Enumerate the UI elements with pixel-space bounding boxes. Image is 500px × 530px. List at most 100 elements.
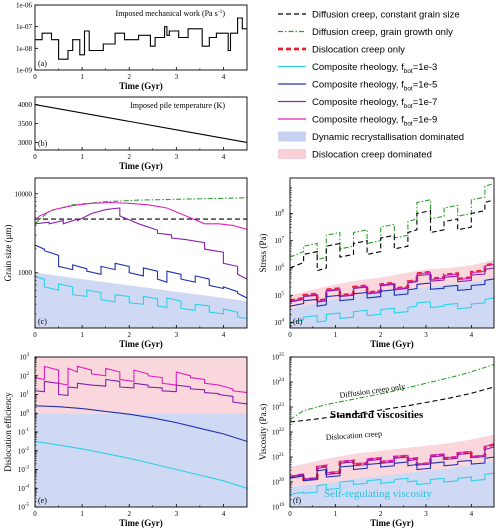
legend-label-5: Composite rheology, fbot=1e-7 [312,97,437,110]
y-axis-label-d: Stress (Pa) [258,234,268,273]
y-tick-label-b-2: 4000 [18,101,33,109]
y-axis-label-e: Dislocation efficiency [3,392,13,472]
y-axis-label-c: Grain size (μm) [3,225,13,282]
series-line-a-0 [35,17,247,60]
y-tick-label-a-1: 1e-08 [16,45,32,53]
x-tick-label-b-0: 0 [33,153,37,161]
panel-label-a: (a) [38,59,47,68]
y-tick-label-e-5: 100 [20,409,30,418]
y-tick-label-f-0: 1019 [272,503,285,512]
y-tick-label-e-4: 10-1 [18,428,30,437]
x-tick-label-e-2: 2 [127,510,131,518]
y-tick-label-f-4: 1023 [272,403,285,412]
series-line-c-3 [35,207,247,280]
y-tick-label-c-1: 10000 [15,190,33,198]
y-tick-label-e-7: 102 [20,372,30,381]
x-axis-label-f: Time (Gyr) [370,518,414,528]
series-line-c-4 [35,244,247,299]
y-tick-label-f-2: 1021 [272,453,285,462]
panel-d: 0 1 2 3 4 Time (Gyr) 104 105 106 107 108 Stress (Pa… [258,177,495,349]
annotation-standard-viscosities: Standard viscosities [330,409,424,421]
legend-entry-6: Composite rheology, fbot=1e-9 [278,115,437,128]
y-tick-label-d-0: 104 [275,319,285,328]
y-tick-label-c-0: 1000 [18,269,33,277]
legend-entry-5: Composite rheology, fbot=1e-7 [278,97,437,110]
panel-label-e: (e) [38,496,47,505]
legend: Diffusion creep, constant grain size Diff… [278,10,464,161]
y-tick-label-e-0: 10-5 [18,503,30,512]
y-tick-label-f-1: 1020 [272,478,285,487]
x-tick-label-e-1: 1 [80,510,84,518]
x-tick-label-d-0: 0 [288,331,292,339]
panel-f: 0 1 2 3 4 Time (Gyr) 1019 1020 1021 1022 1023 1024 1… [258,353,495,528]
annotation-diffusion-creep-only: Diffusion creep only [339,382,406,400]
band-blue-f [290,460,494,507]
legend-entry-1: Diffusion creep, grain growth only [278,27,453,38]
x-tick-label-e-3: 3 [175,510,179,518]
legend-entry-2: Dislocation creep only [278,45,405,56]
panel-b: 0 1 2 3 4 Time (Gyr) 3000 3500 4000 (b) Imposed pi… [18,96,248,171]
x-tick-label-f-3: 3 [424,510,428,518]
axes-frame-a [34,4,248,71]
legend-label-7: Dynamic recrystallisation dominated [312,132,464,143]
x-tick-label-b-4: 4 [222,153,226,161]
y-tick-label-d-2: 106 [275,264,285,273]
y-axis-label-f: Viscosity (Pa.s) [258,404,268,460]
legend-label-6: Composite rheology, fbot=1e-9 [312,115,437,128]
y-tick-label-b-0: 3000 [18,139,33,147]
y-tick-label-d-1: 105 [275,291,285,300]
x-tick-label-f-4: 4 [470,510,474,518]
legend-label-2: Dislocation creep only [312,45,405,56]
plot-area-c [35,197,247,328]
series-line-c-5 [35,276,247,320]
y-tick-label-e-1: 10-4 [18,484,30,493]
annotation-dislocation-creep: Dislocation creep [326,429,383,442]
panel-annotation-a: Imposed mechanical work (Pa s-1) [116,9,226,18]
x-tick-label-b-2: 2 [127,153,131,161]
y-tick-label-d-4: 108 [275,209,285,218]
x-axis-label-c: Time (Gyr) [119,339,163,349]
legend-label-3: Composite rheology, fbot=1e-3 [312,62,437,75]
series-line-d-5 [290,278,494,307]
y-tick-label-f-3: 1022 [272,428,285,437]
series-line-d-6 [290,297,494,324]
axes-frame-c [34,177,248,329]
series-line-f-6 [290,472,494,496]
series-line-d-1 [290,199,494,272]
y-tick-label-e-6: 101 [20,391,30,400]
series-line-e-1 [35,378,247,405]
panel-label-c: (c) [38,317,47,326]
x-tick-label-a-4: 4 [222,73,226,81]
series-line-e-3 [35,440,247,489]
plot-area-e [35,357,247,507]
legend-swatch-7 [278,131,306,142]
legend-entry-7: Dynamic recrystallisation dominated [278,131,464,143]
plot-area-b [35,104,247,143]
series-line-f-0 [290,363,494,420]
legend-entry-0: Diffusion creep, constant grain size [278,10,460,21]
band-blue-d [290,278,494,328]
y-tick-label-a-0: 1e-09 [16,67,32,75]
x-tick-label-d-4: 4 [470,331,474,339]
x-tick-label-a-0: 0 [33,73,37,81]
legend-label-4: Composite rheology, fbot=1e-5 [312,80,437,93]
y-tick-label-e-8: 103 [20,353,30,362]
x-tick-label-a-2: 2 [127,73,131,81]
y-tick-label-e-3: 10-2 [18,447,30,456]
panel-e: 0 1 2 3 4 Time (Gyr) 10-5 10-4 10-3 10-2 10-1 100 10… [3,353,248,528]
panel-label-b: (b) [38,139,48,148]
series-line-e-2 [35,405,247,442]
series-line-d-0 [290,182,494,261]
x-tick-label-e-0: 0 [33,510,37,518]
y-tick-label-b-1: 3500 [18,120,33,128]
panels: 0 1 2 3 4 Time (Gyr) 1e-09 1e-08 1e-07 1e-06 (a) Im… [3,2,495,528]
series-line-f-5 [290,456,494,482]
x-tick-label-d-3: 3 [424,331,428,339]
y-tick-label-e-2: 10-3 [18,466,30,475]
x-tick-label-e-4: 4 [222,510,226,518]
x-tick-label-c-1: 1 [80,331,84,339]
x-tick-label-f-1: 1 [334,510,338,518]
plot-area-f [290,363,494,507]
x-axis-label-d: Time (Gyr) [370,339,414,349]
series-line-f-4 [290,446,494,481]
